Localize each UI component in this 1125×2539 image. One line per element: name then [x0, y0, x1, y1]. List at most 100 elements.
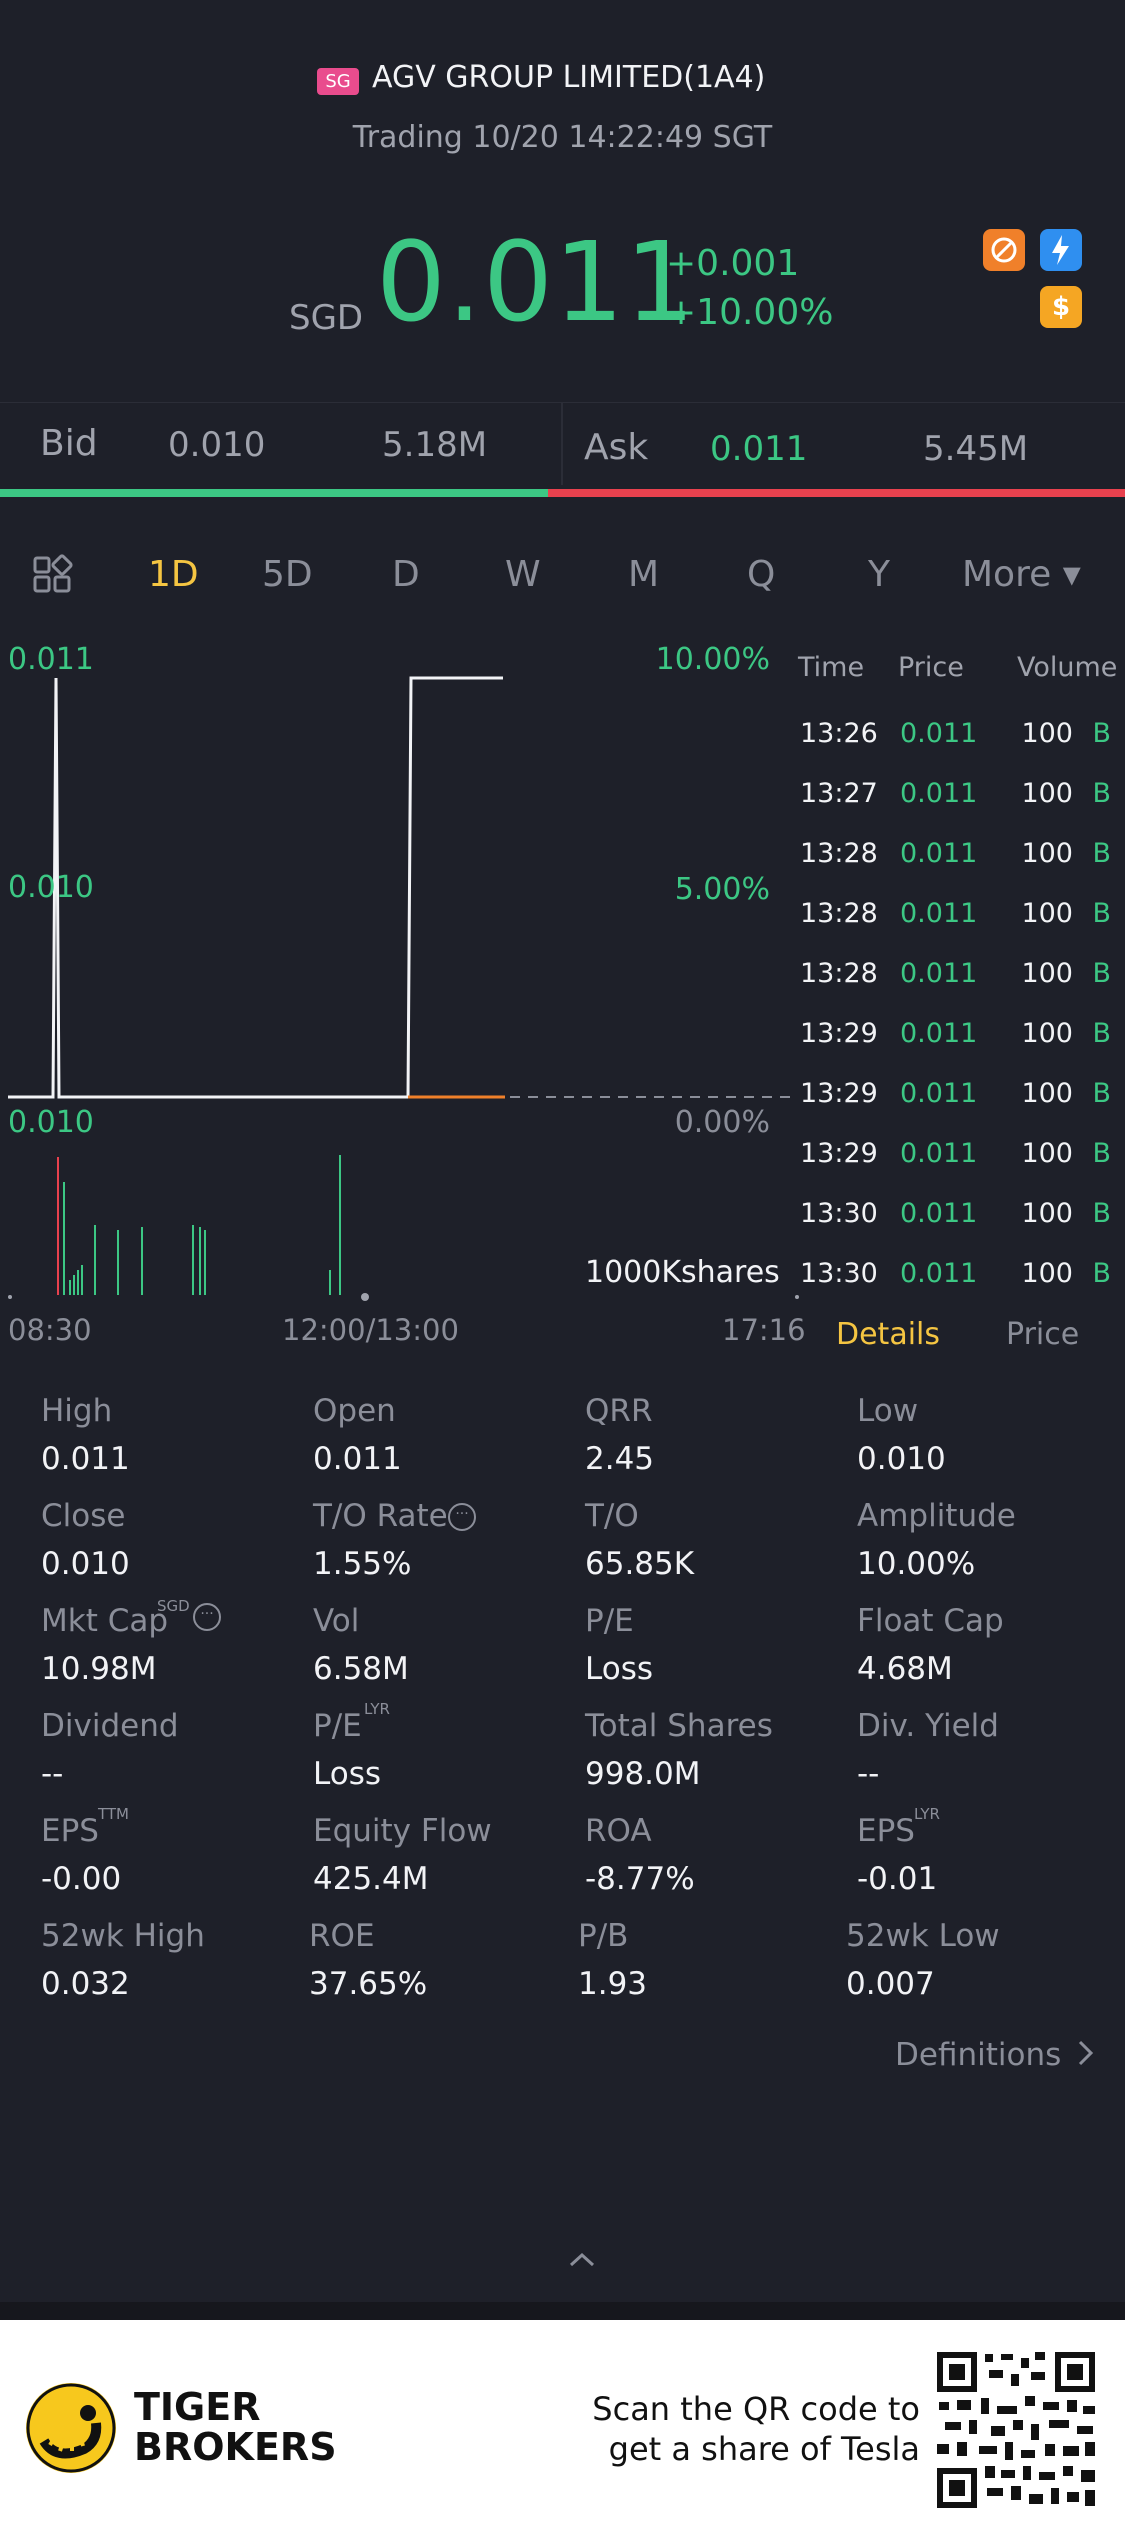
- level1-icon[interactable]: [1040, 229, 1082, 271]
- volume-scale-label: 1000Kshares: [585, 1255, 780, 1290]
- tab-q[interactable]: Q: [747, 554, 776, 595]
- price-line: [8, 676, 503, 1099]
- stat-equity-flow-label: Equity Flow: [313, 1813, 492, 1849]
- bid-ask-bar[interactable]: Bid 0.010 5.18M Ask 0.011 5.45M: [0, 402, 1125, 497]
- stat-eps-ttm-label: EPS: [41, 1813, 99, 1849]
- stat-equity-flow-value: 425.4M: [313, 1861, 429, 1897]
- tab-details[interactable]: Details: [836, 1317, 941, 1352]
- price-axis-mid: 0.010: [8, 870, 94, 905]
- stat-div-yield-label: Div. Yield: [857, 1708, 999, 1744]
- tick-row: 13:26 0.011 100 B: [790, 718, 1125, 778]
- tick-volume: 100: [1021, 838, 1073, 869]
- tick-time: 13:29: [800, 1138, 878, 1169]
- stat-52wk-high-value: 0.032: [41, 1966, 130, 2002]
- tab-w[interactable]: W: [505, 554, 541, 595]
- change-percent: +10.00%: [666, 292, 834, 333]
- stat-pe-value: Loss: [585, 1651, 653, 1687]
- tick-volume: 100: [1021, 1078, 1073, 1109]
- ask-size: 5.45M: [923, 429, 1029, 469]
- tick-time: 13:29: [800, 1078, 878, 1109]
- tab-1d[interactable]: 1D: [148, 554, 199, 595]
- ask-label: Ask: [584, 427, 649, 468]
- tick-time: 13:28: [800, 958, 878, 989]
- layout-grid-icon[interactable]: [33, 554, 73, 594]
- stat-low-label: Low: [857, 1393, 919, 1429]
- scan-text-line-2: get a share of Tesla: [608, 2430, 920, 2468]
- tick-row: 13:27 0.011 100 B: [790, 778, 1125, 838]
- bid-size: 5.18M: [382, 425, 488, 465]
- stat-to-value: 65.85K: [585, 1546, 695, 1582]
- tick-time: 13:30: [800, 1258, 878, 1289]
- stat-eps-lyr-label: EPS: [857, 1813, 915, 1849]
- brand-line-1: TIGER: [134, 2385, 261, 2429]
- footer-separator: [0, 2302, 1125, 2320]
- info-icon[interactable]: ···: [448, 1503, 476, 1531]
- change-absolute: +0.001: [666, 243, 800, 284]
- stat-pe-lyr-value: Loss: [313, 1756, 381, 1792]
- stat-amplitude-label: Amplitude: [857, 1498, 1016, 1534]
- pct-axis-bottom: 0.00%: [674, 1105, 770, 1140]
- stat-mkt-cap-value: 10.98M: [41, 1651, 157, 1687]
- stat-52wk-low-value: 0.007: [846, 1966, 935, 2002]
- intraday-chart-svg: [8, 676, 799, 1301]
- brand-line-2: BROKERS: [134, 2425, 337, 2469]
- tick-row: 13:28 0.011 100 B: [790, 958, 1125, 1018]
- definitions-label: Definitions: [895, 2037, 1062, 2073]
- tab-5d[interactable]: 5D: [262, 554, 313, 595]
- tick-price: 0.011: [900, 958, 978, 989]
- tick-time: 13:28: [800, 898, 878, 929]
- stat-low-value: 0.010: [857, 1441, 946, 1477]
- qr-code: [935, 2350, 1097, 2510]
- tab-price[interactable]: Price: [1006, 1317, 1080, 1352]
- stat-52wk-high-label: 52wk High: [41, 1918, 205, 1954]
- stat-pe-lyr-label: P/E: [313, 1708, 362, 1744]
- market-tag: SG: [317, 68, 359, 95]
- stat-vol-value: 6.58M: [313, 1651, 409, 1687]
- tab-y[interactable]: Y: [868, 554, 890, 595]
- ticks-header-time: Time: [798, 652, 865, 683]
- tick-row: 13:29 0.011 100 B: [790, 1138, 1125, 1198]
- stat-mkt-cap-label: Mkt Cap: [41, 1603, 169, 1639]
- stat-total-shares-label: Total Shares: [585, 1708, 773, 1744]
- tab-d[interactable]: D: [392, 554, 420, 595]
- tab-more[interactable]: More ▾: [962, 554, 1081, 595]
- stock-name[interactable]: AGV GROUP LIMITED(1A4): [372, 60, 766, 95]
- bid-label: Bid: [40, 423, 98, 464]
- tick-volume: 100: [1021, 778, 1073, 809]
- no-short-icon[interactable]: [983, 229, 1025, 271]
- trading-status: Trading 10/20 14:22:49 SGT: [352, 120, 773, 155]
- volume-dot: [795, 1295, 799, 1299]
- stat-open-label: Open: [313, 1393, 396, 1429]
- tab-m[interactable]: M: [628, 554, 660, 595]
- tick-volume: 100: [1021, 1258, 1073, 1289]
- stat-to-rate-value: 1.55%: [313, 1546, 412, 1582]
- tick-side: B: [1092, 838, 1111, 869]
- tick-volume: 100: [1021, 1138, 1073, 1169]
- intraday-chart[interactable]: 0.011 10.00% 0.010 5.00% 0.010 0.00% 100…: [0, 630, 806, 1347]
- tick-price: 0.011: [900, 1198, 978, 1229]
- tick-time: 13:29: [800, 1018, 878, 1049]
- definitions-link[interactable]: Definitions: [895, 2037, 1095, 2075]
- tick-price: 0.011: [900, 838, 978, 869]
- divider: [561, 403, 563, 485]
- info-icon[interactable]: ···: [193, 1603, 221, 1631]
- dollar-icon[interactable]: $: [1040, 286, 1082, 328]
- tick-row: 13:30 0.011 100 B: [790, 1198, 1125, 1258]
- tick-side: B: [1092, 1198, 1111, 1229]
- tick-price: 0.011: [900, 1078, 978, 1109]
- tick-volume: 100: [1021, 718, 1073, 749]
- time-axis-end: 17:16: [722, 1313, 806, 1347]
- stat-pe-label: P/E: [585, 1603, 634, 1639]
- stat-dividend-value: --: [41, 1756, 64, 1792]
- stat-high-value: 0.011: [41, 1441, 130, 1477]
- ask-price: 0.011: [710, 429, 808, 469]
- chevron-up-icon[interactable]: [567, 2245, 597, 2275]
- currency-label: SGD: [289, 298, 364, 338]
- volume-bars: [8, 1155, 799, 1301]
- promo-banner[interactable]: TIGER BROKERS Scan the QR code to get a …: [0, 2320, 1125, 2539]
- tick-side: B: [1092, 1078, 1111, 1109]
- stat-eps-lyr-value: -0.01: [857, 1861, 938, 1897]
- stat-float-cap-value: 4.68M: [857, 1651, 953, 1687]
- stat-amplitude-value: 10.00%: [857, 1546, 976, 1582]
- quote-header: SG AGV GROUP LIMITED(1A4) Trading 10/20 …: [0, 0, 1125, 400]
